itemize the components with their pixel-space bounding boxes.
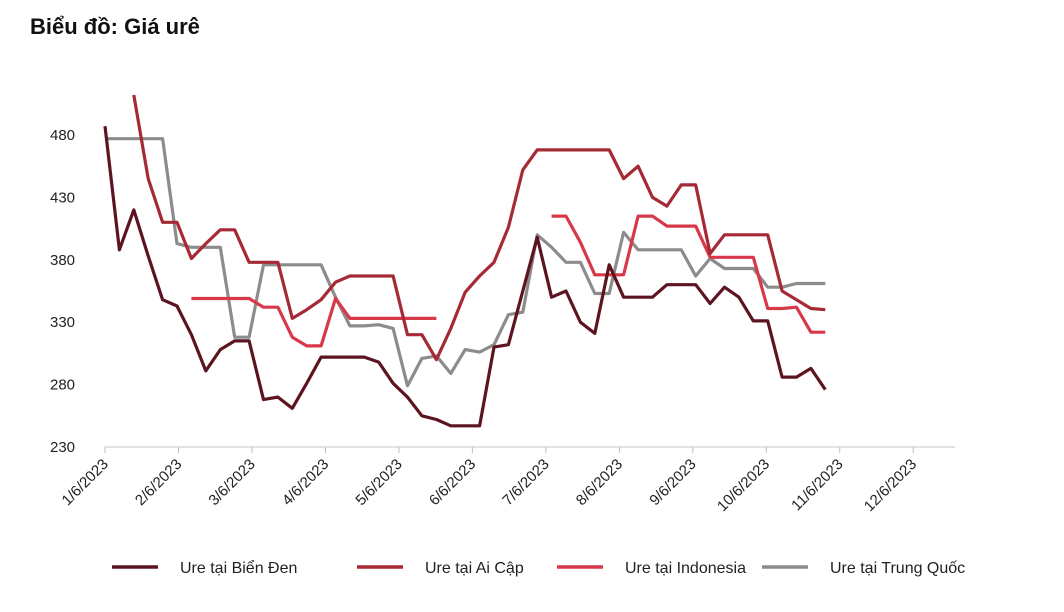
x-tick-label: 9/6/2023 <box>646 456 699 509</box>
series-line-1 <box>132 94 826 362</box>
x-tick-label: 11/6/2023 <box>788 456 846 514</box>
legend-label: Ure tại Biển Đen <box>180 559 297 577</box>
series-line-2 <box>191 214 826 348</box>
x-tick-label: 8/6/2023 <box>573 456 626 509</box>
series-line-0 <box>103 126 827 428</box>
y-tick-label: 430 <box>50 189 75 206</box>
y-tick-label: 380 <box>50 252 75 269</box>
x-tick-label: 7/6/2023 <box>499 456 552 509</box>
legend-label: Ure tại Indonesia <box>625 560 746 577</box>
x-tick-label: 12/6/2023 <box>861 456 920 515</box>
y-tick-label: 280 <box>50 377 75 394</box>
series-lines-layer <box>103 94 827 428</box>
x-tick-label: 6/6/2023 <box>426 456 479 509</box>
legend: Ure tại Biển Đen Ure tại Ai Cập Ure tại In… <box>112 559 965 577</box>
y-tick-label: 480 <box>50 127 75 144</box>
legend-label: Ure tại Ai Cập <box>425 560 524 577</box>
chart-title: Biểu đồ: Giá urê <box>30 14 200 39</box>
x-tick-label: 1/6/2023 <box>59 456 112 509</box>
series-line-3 <box>105 137 826 388</box>
legend-label: Ure tại Trung Quốc <box>830 560 965 577</box>
x-tick-label: 4/6/2023 <box>279 456 332 509</box>
x-tick-label: 10/6/2023 <box>714 456 773 515</box>
y-tick-label: 230 <box>50 439 75 456</box>
x-tick-label: 5/6/2023 <box>352 456 405 509</box>
x-tick-label: 3/6/2023 <box>205 456 258 509</box>
y-tick-label: 330 <box>50 314 75 331</box>
x-tick-label: 2/6/2023 <box>132 456 185 509</box>
